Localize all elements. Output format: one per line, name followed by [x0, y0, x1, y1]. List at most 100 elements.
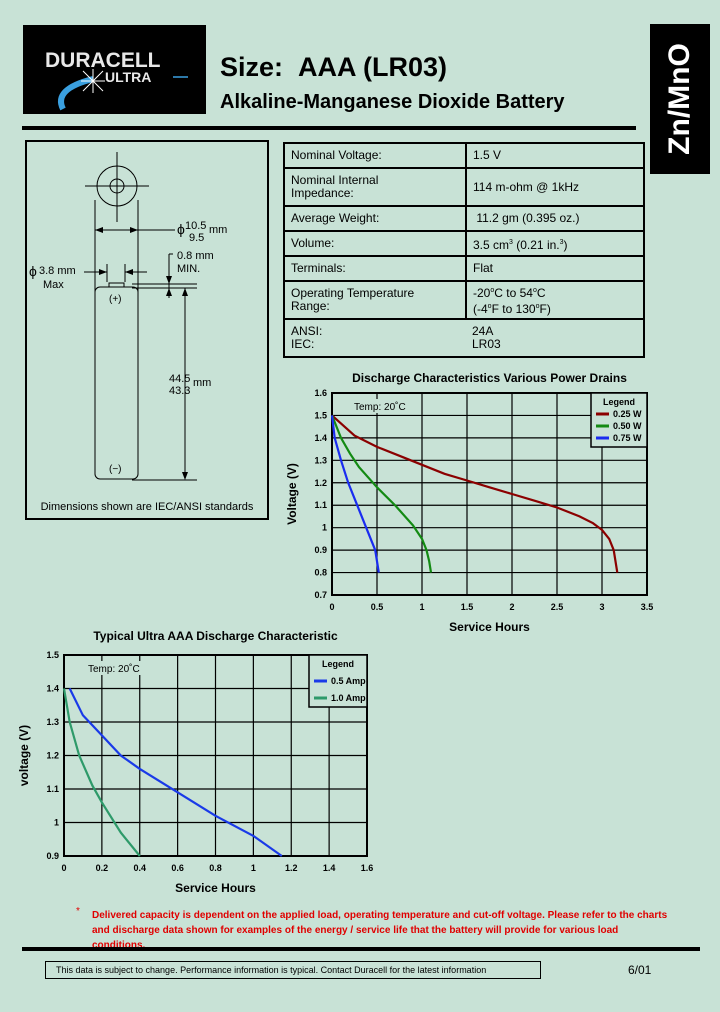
y-tick-label: 1.1 [46, 784, 59, 794]
diagram-caption: Dimensions shown are IEC/ANSI standards [41, 501, 254, 513]
spec-row-volume: Volume: 3.5 cm3 (0.21 in.3) [283, 230, 645, 257]
diameter-min: 9.5 [189, 232, 204, 244]
diameter-symbol: ϕ [177, 221, 185, 237]
series-line [62, 688, 141, 857]
spec-value: Flat [465, 255, 645, 282]
x-tick-label: 1.5 [461, 602, 474, 612]
legend-label: 0.25 W [613, 409, 642, 419]
x-tick-label: 0.2 [96, 863, 109, 873]
y-tick-label: 1.4 [46, 684, 59, 694]
page-subtitle: Alkaline-Manganese Dioxide Battery [220, 91, 565, 113]
x-tick-label: 3.5 [641, 602, 654, 612]
logo-graphic: DURACELL ULTRA [45, 49, 188, 111]
series-line [331, 414, 619, 573]
spec-label: Nominal Internal Impedance: [283, 167, 467, 207]
x-tick-label: 0.5 [371, 602, 384, 612]
spec-value: 1.5 V [465, 142, 645, 169]
y-tick-label: 1 [322, 523, 327, 533]
y-tick-label: 1.2 [314, 478, 327, 488]
y-tick-label: 1 [54, 818, 59, 828]
diameter-max: 10.5 [185, 220, 206, 232]
logo-sub: ULTRA [105, 69, 151, 85]
legend-label: 0.75 W [613, 433, 642, 443]
y-tick-label: 0.7 [314, 590, 327, 600]
y-axis-label: Voltage (V) [285, 463, 299, 525]
spec-row-terminals: Terminals: Flat [283, 255, 645, 282]
y-tick-label: 1.5 [46, 650, 59, 660]
footnote-marker: * [76, 906, 80, 917]
annotation-bg [350, 399, 408, 413]
chart-title: Typical Ultra AAA Discharge Characterist… [93, 629, 338, 643]
spec-label: Operating Temperature Range: [283, 280, 467, 320]
x-tick-label: 1 [251, 863, 256, 873]
spec-row-weight: Average Weight: 11.2 gm (0.395 oz.) [283, 205, 645, 232]
duracell-ultra-logo: DURACELL ULTRA [23, 25, 206, 114]
x-tick-label: 1.6 [361, 863, 374, 873]
legend-label: 0.50 W [613, 421, 642, 431]
x-tick-label: 1.2 [285, 863, 298, 873]
y-tick-label: 1.1 [314, 500, 327, 510]
y-tick-label: 1.5 [314, 410, 327, 420]
spec-label: ANSI: IEC: [283, 318, 466, 358]
temperature-annotation: Temp: 20˚C [88, 663, 140, 675]
x-tick-label: 0.4 [133, 863, 146, 873]
x-tick-label: 0.8 [209, 863, 222, 873]
star-burst-icon [81, 69, 105, 93]
chemistry-badge: Zn/MnO [650, 24, 710, 174]
x-tick-label: 1 [419, 602, 424, 612]
y-tick-label: 1.3 [314, 455, 327, 465]
y-tick-label: 0.8 [314, 568, 327, 578]
length-max: 44.5 [169, 373, 190, 385]
spec-label: Average Weight: [283, 205, 467, 232]
nub-height: 0.8 mm [177, 250, 214, 262]
y-tick-label: 1.2 [46, 751, 59, 761]
chemistry-label: Zn/MnO [663, 43, 696, 155]
positive-terminal-label: (+) [109, 294, 122, 305]
x-tick-label: 2.5 [551, 602, 564, 612]
spec-table: Nominal Voltage: 1.5 V Nominal Internal Im… [283, 142, 645, 358]
spec-row-voltage: Nominal Voltage: 1.5 V [283, 142, 645, 169]
nub-diameter-max: Max [43, 279, 64, 291]
spec-label: Nominal Voltage: [283, 142, 467, 169]
nub-height-min: MIN. [177, 263, 200, 275]
page-title: Size: AAA (LR03) [220, 52, 448, 82]
y-tick-label: 1.6 [314, 388, 327, 398]
temperature-annotation: Temp: 20˚C [354, 401, 406, 413]
length-min: 43.3 [169, 385, 190, 397]
power-drain-chart: Discharge Characteristics Various Power … [285, 371, 654, 634]
spec-value: 11.2 gm (0.395 oz.) [465, 205, 645, 232]
battery-dimension-diagram: ϕ 10.5 9.5 mm 0.8 mm MIN. ϕ 3.8 mm Max 4… [25, 140, 269, 520]
spec-row-temperature: Operating Temperature Range: -20oC to 54oC… [283, 280, 645, 320]
footer-divider [22, 947, 700, 951]
y-tick-label: 1.3 [46, 717, 59, 727]
negative-terminal-label: (−) [109, 464, 122, 475]
plot-frame [63, 654, 368, 857]
series-line [330, 415, 380, 573]
spec-label: Volume: [283, 230, 467, 257]
series-line [330, 414, 433, 573]
x-tick-label: 3 [599, 602, 604, 612]
x-tick-label: 0 [61, 863, 66, 873]
plot-frame [331, 392, 648, 596]
length-unit: mm [193, 377, 211, 389]
x-tick-label: 1.4 [323, 863, 336, 873]
spec-value: -20oC to 54oC (-4oF to 130oF) [465, 280, 645, 320]
nub-diameter-symbol: ϕ [29, 263, 37, 279]
spec-value: 114 m-ohm @ 1kHz [465, 167, 645, 207]
series-line [68, 688, 283, 857]
x-axis-label: Service Hours [449, 620, 530, 634]
revision-date: 6/01 [628, 963, 652, 977]
legend-label: 1.0 Amp [331, 693, 366, 703]
diameter-unit: mm [209, 224, 227, 236]
nub-diameter: 3.8 mm [39, 265, 76, 277]
disclaimer: This data is subject to change. Performa… [45, 961, 541, 979]
x-axis-label: Service Hours [175, 881, 256, 895]
y-tick-label: 0.9 [46, 851, 59, 861]
spec-value: 3.5 cm3 (0.21 in.3) [465, 230, 645, 257]
legend-title: Legend [322, 659, 354, 669]
battery-drawing: ϕ 10.5 9.5 mm 0.8 mm MIN. ϕ 3.8 mm Max 4… [29, 152, 254, 513]
header-divider [22, 126, 636, 130]
logo-brand: DURACELL [45, 49, 161, 72]
x-tick-label: 2 [509, 602, 514, 612]
